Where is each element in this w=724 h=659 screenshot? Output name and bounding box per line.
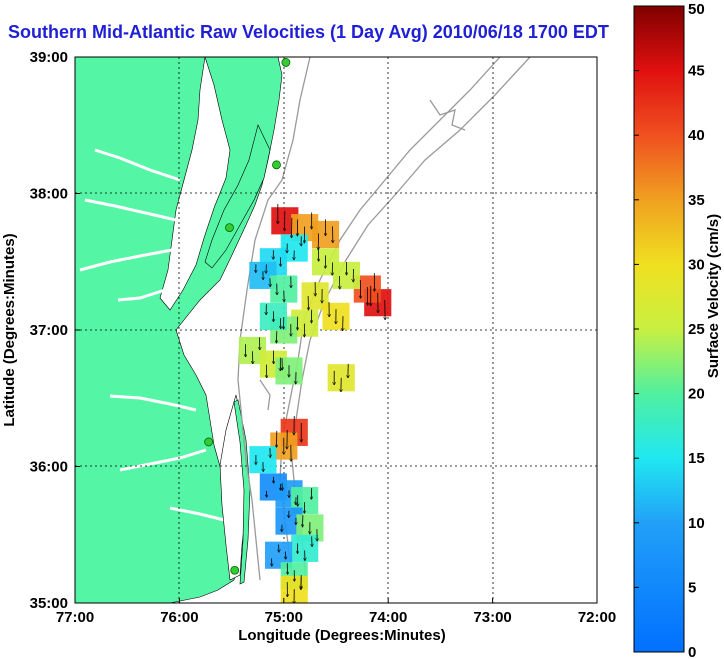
x-axis-label: Longitude (Degrees:Minutes) [238, 627, 446, 644]
colorbar-tick-label: 45 [688, 63, 705, 80]
x-tick-label: 75:00 [265, 609, 303, 626]
colorbar-tick-label: 35 [688, 192, 705, 209]
delmarva-peninsula [204, 124, 271, 269]
outer-banks [233, 399, 251, 585]
station-marker [225, 223, 234, 233]
colorbar-label: Surface Velocity (cm/s) [705, 214, 722, 378]
y-tick-label: 38:00 [30, 186, 68, 203]
station-marker [272, 160, 281, 170]
land-mass [75, 57, 283, 603]
y-axis-label: Latitude (Degrees:Minutes) [1, 233, 18, 426]
x-tick-label: 73:00 [473, 609, 511, 626]
y-tick-label: 39:00 [30, 49, 68, 66]
colorbar-tick-label: 30 [688, 256, 705, 273]
colorbar-tick-label: 0 [688, 644, 696, 659]
x-tick-label: 76:00 [160, 609, 198, 626]
x-tick-label: 74:00 [369, 609, 407, 626]
y-tick-label: 37:00 [30, 322, 68, 339]
x-tick-label: 77:00 [56, 609, 94, 626]
colorbar-tick-label: 40 [688, 127, 705, 144]
tributaries [79, 148, 225, 522]
station-marker [281, 58, 291, 67]
y-tick-label: 35:00 [30, 595, 68, 612]
chart-title: Southern Mid-Atlantic Raw Velocities (1 … [8, 22, 609, 42]
colorbar [633, 5, 685, 653]
station-marker [230, 565, 240, 575]
colorbar-tick-label: 10 [688, 515, 705, 532]
colorbar-tick-label: 5 [688, 579, 696, 596]
y-tick-label: 36:00 [30, 459, 68, 476]
velocity-field [238, 207, 392, 603]
x-tick-label: 72:00 [578, 609, 616, 626]
grid [75, 57, 597, 603]
colorbar-tick-label: 15 [688, 450, 705, 467]
colorbar-tick-label: 25 [688, 321, 705, 338]
velocity-arrows [245, 203, 385, 603]
chesapeake-bay [159, 57, 231, 311]
colorbar-tick-label: 50 [688, 1, 705, 18]
hf-radar-stations [204, 58, 291, 575]
colorbar-tick-label: 20 [688, 386, 705, 403]
station-marker [204, 437, 214, 447]
